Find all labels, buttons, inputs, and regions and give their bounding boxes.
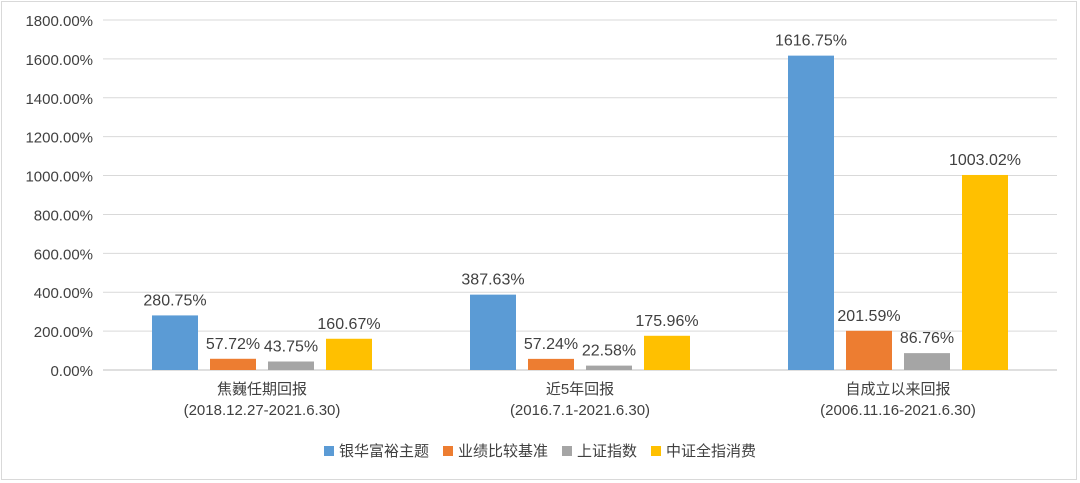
legend-item: 业绩比较基准 [442,440,548,461]
bar [846,330,892,370]
x-category-label: 近5年回报 [546,381,614,398]
bar [268,361,314,370]
bar [528,358,574,370]
x-category-label: 自成立以来回报 [845,381,950,398]
bar [788,55,834,370]
bar [644,335,690,370]
data-label: 86.76% [900,330,954,347]
y-tick-label: 1800.00% [25,13,93,30]
data-label: 201.59% [837,308,900,325]
y-tick-label: 1400.00% [25,91,93,108]
bar [326,338,372,370]
bar [470,294,516,370]
data-label: 57.72% [206,336,260,353]
legend-swatch [442,445,453,456]
legend-item: 中证全指消费 [651,440,756,461]
bar [904,353,950,370]
legend-item: 上证指数 [562,440,637,461]
y-tick-label: 1000.00% [25,169,93,186]
x-category-sublabel: (2006.11.16-2021.6.30) [820,402,976,419]
data-label: 1616.75% [775,33,847,50]
data-label: 1003.02% [949,152,1021,169]
chart-legend: 银华富裕主题 业绩比较基准 上证指数 中证全指消费 [0,440,1080,461]
data-label: 57.24% [524,336,578,353]
bar [586,365,632,370]
x-category-label: 焦巍任期回报 [217,381,307,398]
legend-swatch [651,445,662,456]
bar [962,174,1008,370]
data-label: 387.63% [461,272,524,289]
legend-label: 上证指数 [577,442,638,460]
data-label: 175.96% [635,313,698,330]
y-tick-label: 400.00% [34,285,93,302]
x-category-sublabel: (2018.12.27-2021.6.30) [184,402,341,419]
legend-label: 业绩比较基准 [457,442,548,460]
legend-item: 银华富裕主题 [323,440,429,461]
bar [210,358,256,370]
y-tick-label: 800.00% [34,207,93,224]
data-label: 22.58% [582,343,636,360]
bar [152,315,198,370]
data-label: 280.75% [143,292,206,309]
y-tick-label: 600.00% [34,246,93,263]
legend-label: 银华富裕主题 [338,442,429,460]
legend-label: 中证全指消费 [666,442,757,460]
y-tick-label: 0.00% [50,363,93,380]
legend-swatch [323,445,334,456]
data-label: 43.75% [264,338,318,355]
y-tick-label: 1200.00% [25,130,93,147]
x-category-sublabel: (2016.7.1-2021.6.30) [510,402,650,419]
legend-swatch [562,445,572,456]
y-tick-label: 200.00% [34,324,93,341]
data-label: 160.67% [317,316,380,333]
y-tick-label: 1600.00% [25,52,93,69]
